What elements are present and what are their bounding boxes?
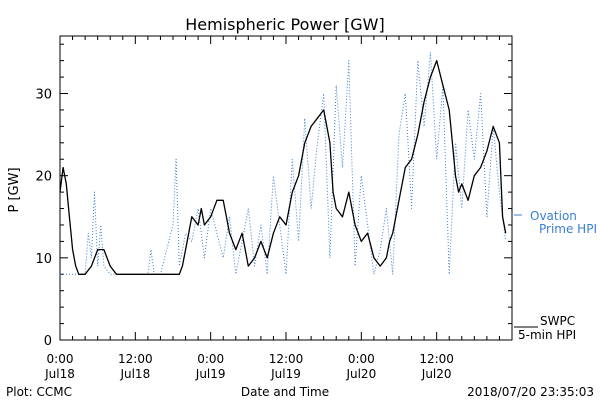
x-tick-date-label: Jul19: [270, 367, 301, 381]
x-tick-date-label: Jul18: [119, 367, 150, 381]
x-tick-time-label: 12:00: [269, 352, 304, 366]
y-tick-label: 20: [35, 170, 52, 185]
x-tick-date-label: Jul20: [421, 367, 452, 381]
y-tick-label: 0: [44, 334, 52, 349]
x-tick-date-label: Jul18: [44, 367, 75, 381]
legend-ovation-line1: Ovation: [530, 209, 577, 223]
y-tick-label: 10: [35, 252, 52, 267]
footer-credit: Plot: CCMC: [6, 385, 72, 399]
x-tick-date-label: Jul19: [195, 367, 226, 381]
footer-timestamp: 2018/07/20 23:35:03: [467, 385, 594, 399]
legend-swpc-line2: 5-min HPI: [518, 328, 576, 342]
x-tick-time-label: 12:00: [419, 352, 454, 366]
chart-title: Hemispheric Power [GW]: [185, 15, 384, 34]
x-tick-time-label: 12:00: [118, 352, 153, 366]
plot-series: [59, 51, 507, 275]
legend-ovation-line2: Prime HPI: [539, 222, 597, 236]
x-axis: 0:00Jul1812:00Jul180:00Jul1912:00Jul190:…: [44, 36, 513, 381]
y-tick-label: 30: [35, 88, 52, 103]
x-tick-time-label: 0:00: [197, 352, 224, 366]
x-tick-time-label: 0:00: [348, 352, 375, 366]
x-tick-time-label: 0:00: [47, 352, 74, 366]
series-line-swpc: [59, 59, 507, 275]
x-axis-label: Date and Time: [241, 385, 329, 399]
legend-swpc-line1: SWPC: [540, 314, 575, 328]
y-axis-label: P [GW]: [7, 167, 22, 212]
x-tick-date-label: Jul20: [345, 367, 376, 381]
y-axis: 0 10 20 30: [35, 43, 512, 349]
series-line-ovation: [60, 51, 507, 275]
plot-frame: [59, 35, 513, 341]
